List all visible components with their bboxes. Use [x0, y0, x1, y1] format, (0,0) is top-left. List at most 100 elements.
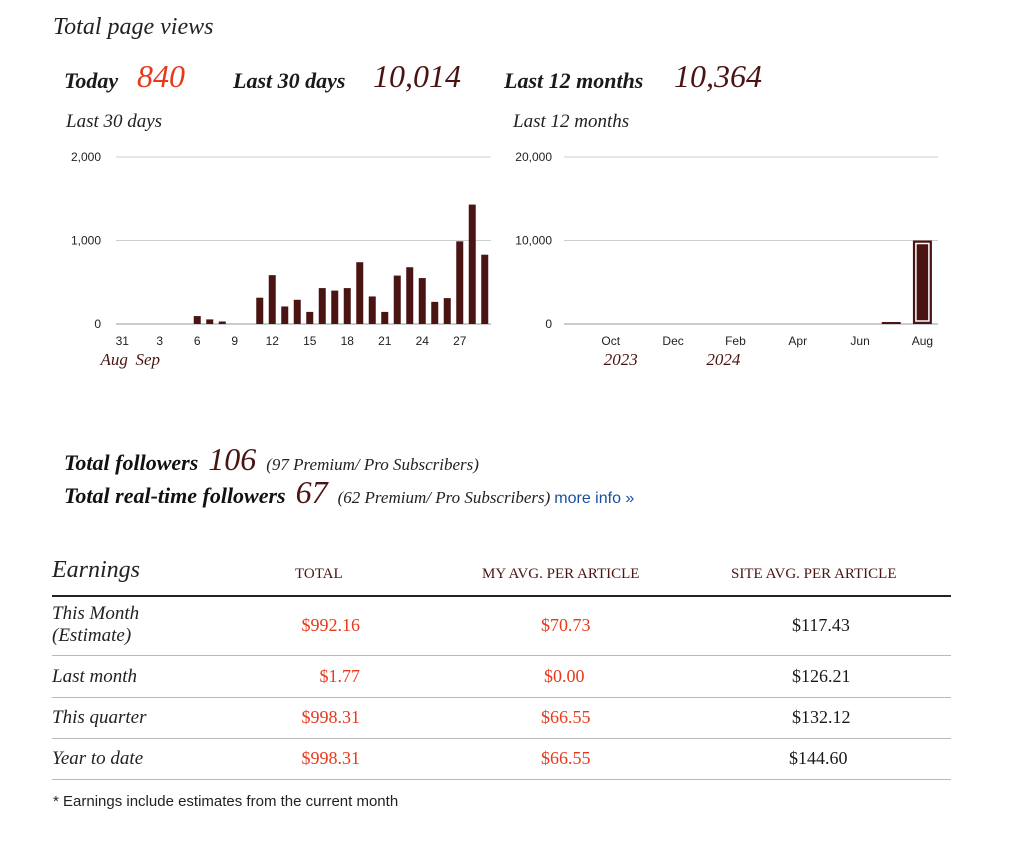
earnings-total: $998.31 [301, 748, 361, 768]
today-value: 840 [137, 58, 185, 94]
last-12-months-label: Last 12 months [504, 68, 644, 93]
bar-day-27 [456, 241, 464, 324]
earnings-row-this-month: This Month (Estimate) $992.16 $70.73 $11… [52, 597, 951, 656]
bar-day-7 [206, 319, 214, 324]
earnings-row-last-month: Last month $1.77 $0.00 $126.21 [52, 656, 951, 698]
realtime-followers-note: (62 Premium/ Pro Subscribers) [337, 488, 551, 507]
y-tick-label: 0 [545, 317, 552, 331]
row-label: This Month (Estimate) [52, 603, 139, 647]
bar-day-23 [406, 267, 414, 324]
x-tick-label: 24 [416, 334, 430, 348]
bar-month-Jul [881, 322, 901, 324]
bar-day-20 [368, 296, 376, 324]
bar-highlight-outline [915, 242, 930, 322]
bar-day-15 [306, 311, 314, 324]
bar-day-29 [481, 254, 489, 324]
bar-month-Aug [912, 240, 932, 324]
x-tick-label: 6 [194, 334, 201, 348]
y-tick-label: 1,000 [71, 234, 101, 248]
row-label: Last month [52, 666, 137, 687]
earnings-my-avg: $0.00 [544, 666, 585, 686]
bar-day-18 [343, 288, 351, 324]
x-tick-label: Oct [601, 334, 620, 348]
col-header-total: TOTAL [295, 566, 343, 582]
earnings-total: $1.77 [319, 666, 361, 686]
bar-day-11 [256, 297, 264, 324]
bar-day-17 [331, 290, 339, 324]
y-tick-label: 10,000 [515, 234, 552, 248]
bar-day-24 [418, 278, 426, 324]
bar-day-19 [356, 262, 364, 324]
last-30-days-label: Last 30 days [233, 68, 346, 93]
total-followers-note: (97 Premium/ Pro Subscribers) [266, 455, 479, 474]
earnings-site-avg: $117.43 [792, 615, 850, 635]
earnings-table: Earnings TOTAL MY AVG. PER ARTICLE SITE … [52, 552, 951, 780]
row-label: Year to date [52, 748, 144, 769]
x-tick-label: Dec [662, 334, 683, 348]
col-header-site-avg: SITE AVG. PER ARTICLE [731, 566, 897, 582]
chart-12-months-title: Last 12 months [513, 111, 630, 132]
earnings-title: Earnings [52, 557, 141, 583]
x-tick-label: Feb [725, 334, 746, 348]
realtime-followers-label: Total real-time followers [64, 483, 286, 508]
total-followers-value: 106 [208, 441, 257, 477]
x-group-label: 2023 [604, 350, 638, 369]
today-label: Today [64, 68, 119, 93]
more-info-link[interactable]: more info » [554, 490, 635, 507]
realtime-followers-value: 67 [295, 474, 328, 510]
bar-day-13 [281, 306, 289, 324]
x-tick-label: 31 [116, 334, 130, 348]
x-tick-label: 21 [378, 334, 392, 348]
earnings-total: $998.31 [301, 707, 361, 727]
x-group-label: Sep [135, 350, 160, 369]
x-tick-label: 9 [231, 334, 238, 348]
bar-day-21 [381, 311, 389, 324]
earnings-row-year-to-date: Year to date $998.31 $66.55 $144.60 [52, 739, 951, 780]
realtime-followers-row: Total real-time followers 67 (62 Premium… [64, 474, 634, 511]
earnings-my-avg: $70.73 [541, 615, 591, 635]
x-tick-label: Apr [788, 334, 807, 348]
page-title: Total page views [53, 14, 214, 40]
bar-day-12 [268, 275, 276, 324]
row-label-line1: This Month [52, 603, 140, 624]
chart-30-days-title: Last 30 days [66, 111, 163, 132]
last-12-months-value: 10,364 [674, 58, 762, 94]
earnings-my-avg: $66.55 [541, 707, 591, 727]
row-label: This quarter [52, 707, 147, 728]
earnings-total: $992.16 [301, 615, 361, 635]
bar-day-8 [218, 321, 226, 324]
bar-day-14 [293, 299, 301, 324]
bar-day-6 [193, 316, 201, 324]
x-tick-label: 12 [266, 334, 280, 348]
x-tick-label: Jun [850, 334, 869, 348]
y-tick-label: 2,000 [71, 150, 101, 164]
x-tick-label: Aug [912, 334, 933, 348]
row-label-line2: (Estimate) [52, 625, 132, 646]
bar-day-25 [431, 301, 439, 324]
x-tick-label: 18 [341, 334, 355, 348]
bar-day-16 [318, 288, 326, 324]
x-tick-label: 3 [156, 334, 163, 348]
y-tick-label: 0 [94, 317, 101, 331]
chart-30-days: 0 1,000 2,000 31 3 6 9 12 15 18 21 24 27 Aug Sep [71, 150, 491, 369]
x-tick-label: 27 [453, 334, 467, 348]
earnings-site-avg: $132.12 [792, 707, 851, 727]
earnings-footnote: * Earnings include estimates from the cu… [53, 793, 399, 810]
earnings-site-avg: $144.60 [789, 748, 848, 768]
bar-day-26 [443, 298, 451, 324]
x-tick-label: 15 [303, 334, 317, 348]
earnings-my-avg: $66.55 [541, 748, 591, 768]
total-followers-row: Total followers 106 (97 Premium/ Pro Sub… [64, 441, 479, 478]
earnings-header-row: Earnings TOTAL MY AVG. PER ARTICLE SITE … [52, 552, 951, 597]
y-tick-label: 20,000 [515, 150, 552, 164]
x-group-label: 2024 [706, 350, 741, 369]
x-group-label: Aug [100, 350, 128, 369]
last-30-days-value: 10,014 [373, 58, 461, 94]
bar-day-22 [393, 275, 401, 324]
col-header-my-avg: MY AVG. PER ARTICLE [482, 566, 640, 582]
earnings-site-avg: $126.21 [792, 666, 851, 686]
chart-12-months: 0 10,000 20,000 Oct Dec Feb Apr Jun Aug 2023 2024 [515, 150, 938, 369]
earnings-row-this-quarter: This quarter $998.31 $66.55 $132.12 [52, 698, 951, 739]
bar-day-28 [468, 204, 476, 324]
total-followers-label: Total followers [64, 450, 199, 475]
